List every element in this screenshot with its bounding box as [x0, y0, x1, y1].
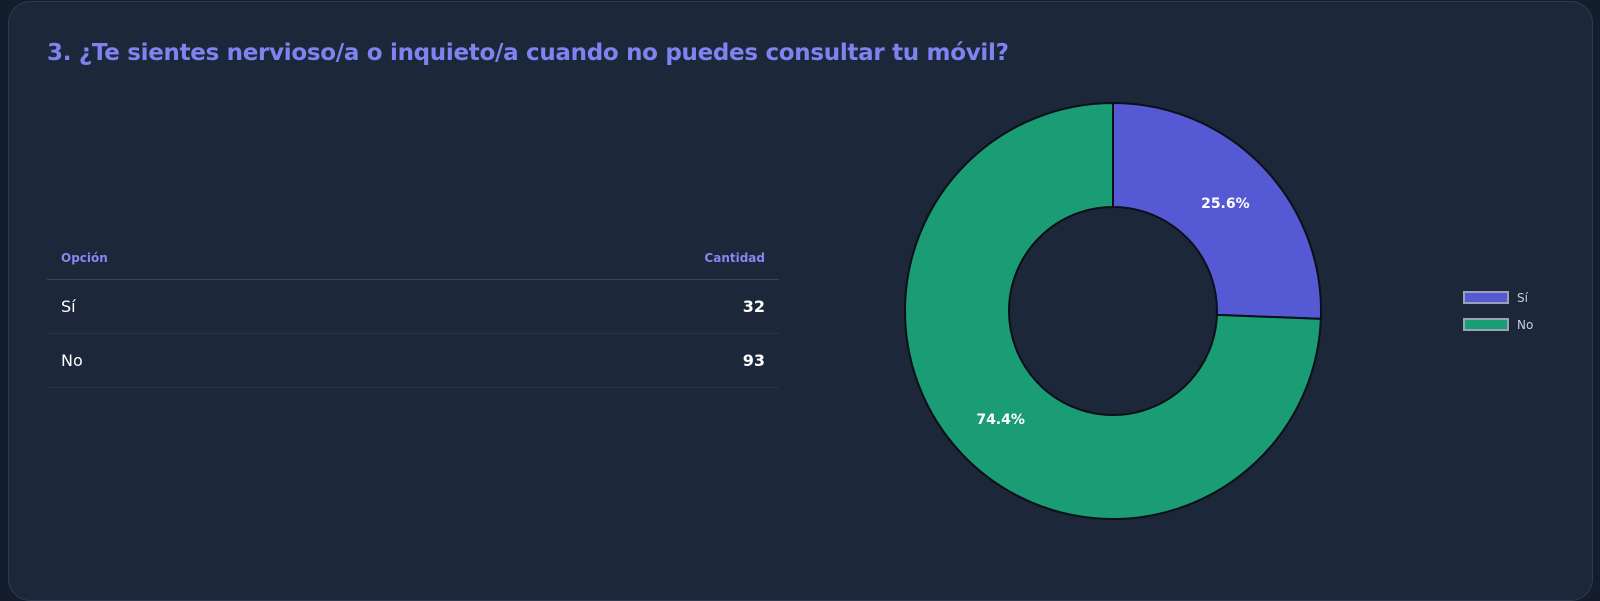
legend-swatch	[1463, 291, 1509, 304]
donut-slice-si[interactable]	[1112, 101, 1322, 320]
table-header: Opción Cantidad	[47, 236, 779, 280]
column-header-count: Cantidad	[704, 250, 765, 265]
row-count: 93	[742, 351, 765, 370]
legend-swatch	[1463, 318, 1509, 331]
table-row: No 93	[47, 334, 779, 388]
question-title: 3. ¿Te sientes nervioso/a o inquieto/a c…	[47, 40, 1009, 66]
slice-percent-label: 25.6%	[1201, 196, 1250, 212]
row-option: No	[61, 351, 83, 370]
column-header-option: Opción	[61, 250, 108, 265]
chart-legend: Sí No	[1463, 289, 1533, 343]
slice-percent-label: 74.4%	[976, 412, 1025, 428]
donut-slice-no[interactable]	[904, 101, 1322, 520]
row-count: 32	[742, 297, 765, 316]
results-table: Opción Cantidad Sí 32 No 93	[47, 236, 779, 388]
row-option: Sí	[61, 297, 76, 316]
legend-item-no[interactable]: No	[1463, 316, 1533, 333]
survey-question-card	[8, 1, 1593, 601]
legend-label: No	[1517, 317, 1534, 332]
table-row: Sí 32	[47, 280, 779, 334]
legend-item-si[interactable]: Sí	[1463, 289, 1533, 306]
legend-label: Sí	[1517, 290, 1528, 305]
donut-chart: 25.6% 74.4%	[904, 101, 1322, 520]
